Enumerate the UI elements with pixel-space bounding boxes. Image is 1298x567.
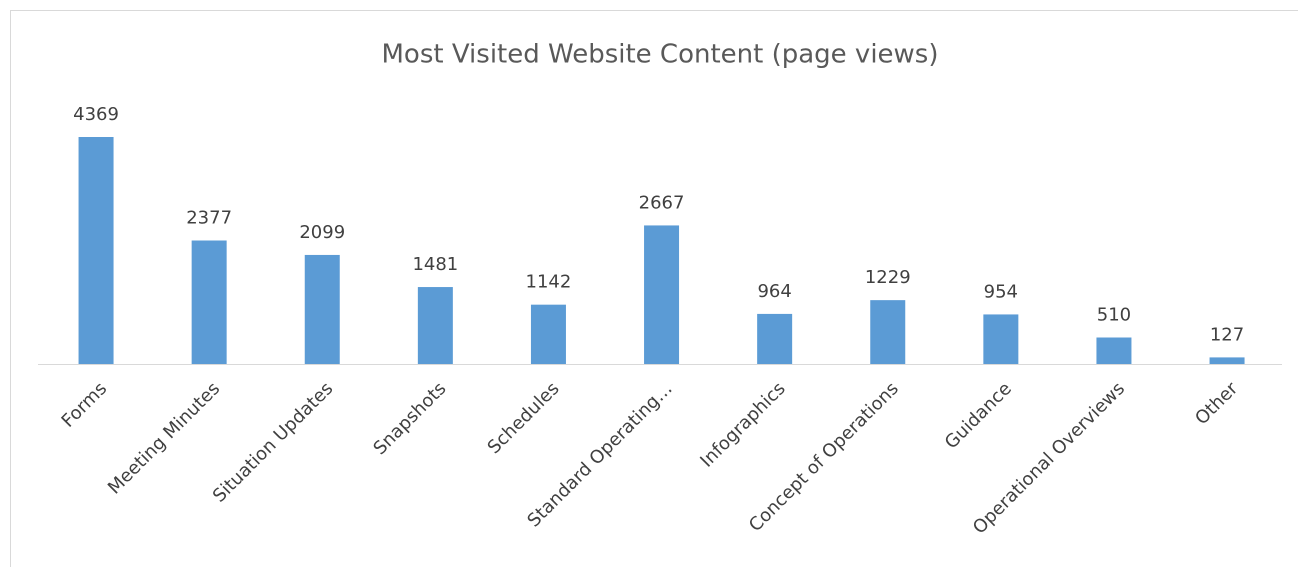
data-label: 954 [984,281,1018,302]
bar [644,225,680,364]
bar [1096,337,1132,364]
data-label: 1481 [412,254,458,275]
data-label: 510 [1097,305,1131,326]
bar [1209,357,1245,364]
bar [191,240,227,364]
data-label: 964 [757,281,791,302]
data-label: 2099 [299,222,345,243]
data-label: 1229 [865,267,911,288]
bar [757,313,793,364]
bar [870,300,906,364]
bar [983,314,1019,364]
data-label: 2667 [639,192,685,213]
data-label: 4369 [73,104,119,125]
bar [530,304,566,364]
bar [304,254,340,364]
data-label: 1142 [526,272,572,293]
bar [78,137,114,364]
bar [417,287,453,364]
chart-title: Most Visited Website Content (page views… [382,40,939,70]
data-label: 127 [1210,324,1244,345]
data-label: 2377 [186,207,232,228]
